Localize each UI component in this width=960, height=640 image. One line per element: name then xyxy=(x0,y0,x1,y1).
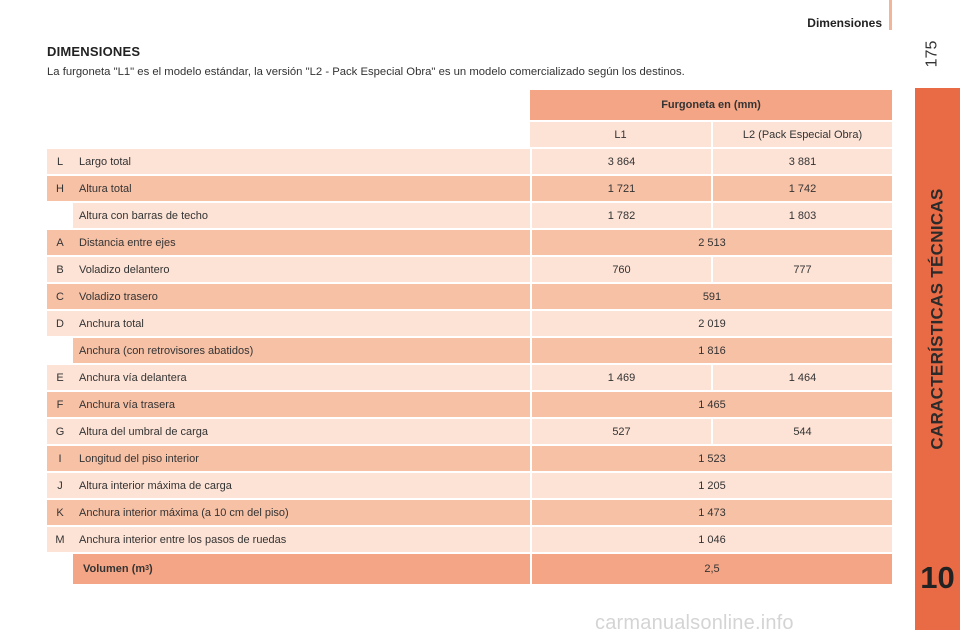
row-description: Altura con barras de techo xyxy=(73,203,530,228)
header-divider xyxy=(889,0,892,30)
row-description: Anchura (con retrovisores abatidos) xyxy=(73,338,530,363)
volume-label-close: ) xyxy=(149,563,153,575)
table-row: M Anchura interior entre los pasos de rue… xyxy=(47,527,892,554)
row-letter: I xyxy=(47,446,73,471)
row-letter: B xyxy=(47,257,73,282)
row-value-l1: 1 782 xyxy=(530,203,711,228)
column-header-l1: L1 xyxy=(530,122,711,147)
row-value: 2 019 xyxy=(530,311,892,336)
row-value-l2: 1 803 xyxy=(711,203,892,228)
table-row: Altura con barras de techo 1 782 1 803 xyxy=(47,203,892,230)
row-description: Anchura interior máxima (a 10 cm del pis… xyxy=(73,500,530,525)
table-row: Anchura (con retrovisores abatidos) 1 816 xyxy=(47,338,892,365)
row-description: Anchura interior entre los pasos de rued… xyxy=(73,527,530,552)
page-number-text: 175 xyxy=(922,40,940,68)
row-value-l2: 1 464 xyxy=(711,365,892,390)
row-value-l1: 760 xyxy=(530,257,711,282)
row-value-l1: 1 721 xyxy=(530,176,711,201)
table-row: E Anchura vía delantera 1 469 1 464 xyxy=(47,365,892,392)
row-value-l2: 544 xyxy=(711,419,892,444)
table-row: D Anchura total 2 019 xyxy=(47,311,892,338)
row-value: 1 205 xyxy=(530,473,892,498)
row-letter: J xyxy=(47,473,73,498)
row-letter: D xyxy=(47,311,73,336)
row-value: 1 523 xyxy=(530,446,892,471)
row-value-l2: 3 881 xyxy=(711,149,892,174)
row-description: Anchura vía trasera xyxy=(73,392,530,417)
page-number: 175 xyxy=(912,34,952,74)
table-row: F Anchura vía trasera 1 465 xyxy=(47,392,892,419)
row-description: Altura del umbral de carga xyxy=(73,419,530,444)
row-description: Largo total xyxy=(73,149,530,174)
table-row: K Anchura interior máxima (a 10 cm del pi… xyxy=(47,500,892,527)
row-letter: C xyxy=(47,284,73,309)
volume-label: Volumen (m 3) xyxy=(73,554,530,584)
volume-letter-cell xyxy=(47,554,73,584)
row-description: Anchura total xyxy=(73,311,530,336)
row-value-l2: 777 xyxy=(711,257,892,282)
row-value: 591 xyxy=(530,284,892,309)
row-letter: E xyxy=(47,365,73,390)
table-row: L Largo total 3 864 3 881 xyxy=(47,149,892,176)
row-letter: M xyxy=(47,527,73,552)
table-group-header: Furgoneta en (mm) xyxy=(530,90,892,120)
row-letter: F xyxy=(47,392,73,417)
table-row: C Voladizo trasero 591 xyxy=(47,284,892,311)
table-row: B Voladizo delantero 760 777 xyxy=(47,257,892,284)
row-letter: K xyxy=(47,500,73,525)
table-row: I Longitud del piso interior 1 523 xyxy=(47,446,892,473)
volume-label-text: Volumen (m xyxy=(83,563,146,575)
row-description: Voladizo trasero xyxy=(73,284,530,309)
table-row: G Altura del umbral de carga 527 544 xyxy=(47,419,892,446)
row-value: 1 816 xyxy=(530,338,892,363)
dimensions-table: Furgoneta en (mm) L1 L2 (Pack Especial O… xyxy=(47,90,892,586)
row-letter: G xyxy=(47,419,73,444)
row-value: 1 465 xyxy=(530,392,892,417)
row-value: 1 046 xyxy=(530,527,892,552)
row-value-l1: 1 469 xyxy=(530,365,711,390)
row-value-l1: 3 864 xyxy=(530,149,711,174)
chapter-tab xyxy=(915,88,960,630)
row-description: Distancia entre ejes xyxy=(73,230,530,255)
column-header-l2: L2 (Pack Especial Obra) xyxy=(711,122,892,147)
chapter-tab-label-wrap: CARACTERÍSTICAS TÉCNICAS xyxy=(915,88,960,550)
table-column-header-row: L1 L2 (Pack Especial Obra) xyxy=(47,122,892,149)
row-description: Altura total xyxy=(73,176,530,201)
row-description: Longitud del piso interior xyxy=(73,446,530,471)
chapter-tab-label: CARACTERÍSTICAS TÉCNICAS xyxy=(927,188,947,450)
row-letter: H xyxy=(47,176,73,201)
table-group-header-row: Furgoneta en (mm) xyxy=(47,90,892,122)
row-description: Anchura vía delantera xyxy=(73,365,530,390)
row-value-l1: 527 xyxy=(530,419,711,444)
volume-row: Volumen (m 3) 2,5 xyxy=(47,554,892,586)
row-letter xyxy=(47,203,73,228)
row-value: 1 473 xyxy=(530,500,892,525)
row-description: Voladizo delantero xyxy=(73,257,530,282)
volume-value: 2,5 xyxy=(530,554,892,584)
row-letter xyxy=(47,338,73,363)
table-row: A Distancia entre ejes 2 513 xyxy=(47,230,892,257)
chapter-number: 10 xyxy=(920,560,955,595)
table-row: J Altura interior máxima de carga 1 205 xyxy=(47,473,892,500)
row-description: Altura interior máxima de carga xyxy=(73,473,530,498)
row-letter: L xyxy=(47,149,73,174)
table-body: L Largo total 3 864 3 881 H Altura total 1 721… xyxy=(47,149,892,554)
section-title: DIMENSIONES xyxy=(47,44,141,59)
table-header-spacer xyxy=(47,122,530,147)
intro-text: La furgoneta "L1" es el modelo estándar,… xyxy=(47,66,685,78)
running-header: Dimensiones xyxy=(807,16,882,30)
row-value-l2: 1 742 xyxy=(711,176,892,201)
row-value: 2 513 xyxy=(530,230,892,255)
table-row: H Altura total 1 721 1 742 xyxy=(47,176,892,203)
watermark: carmanualsonline.info xyxy=(595,612,794,634)
row-letter: A xyxy=(47,230,73,255)
